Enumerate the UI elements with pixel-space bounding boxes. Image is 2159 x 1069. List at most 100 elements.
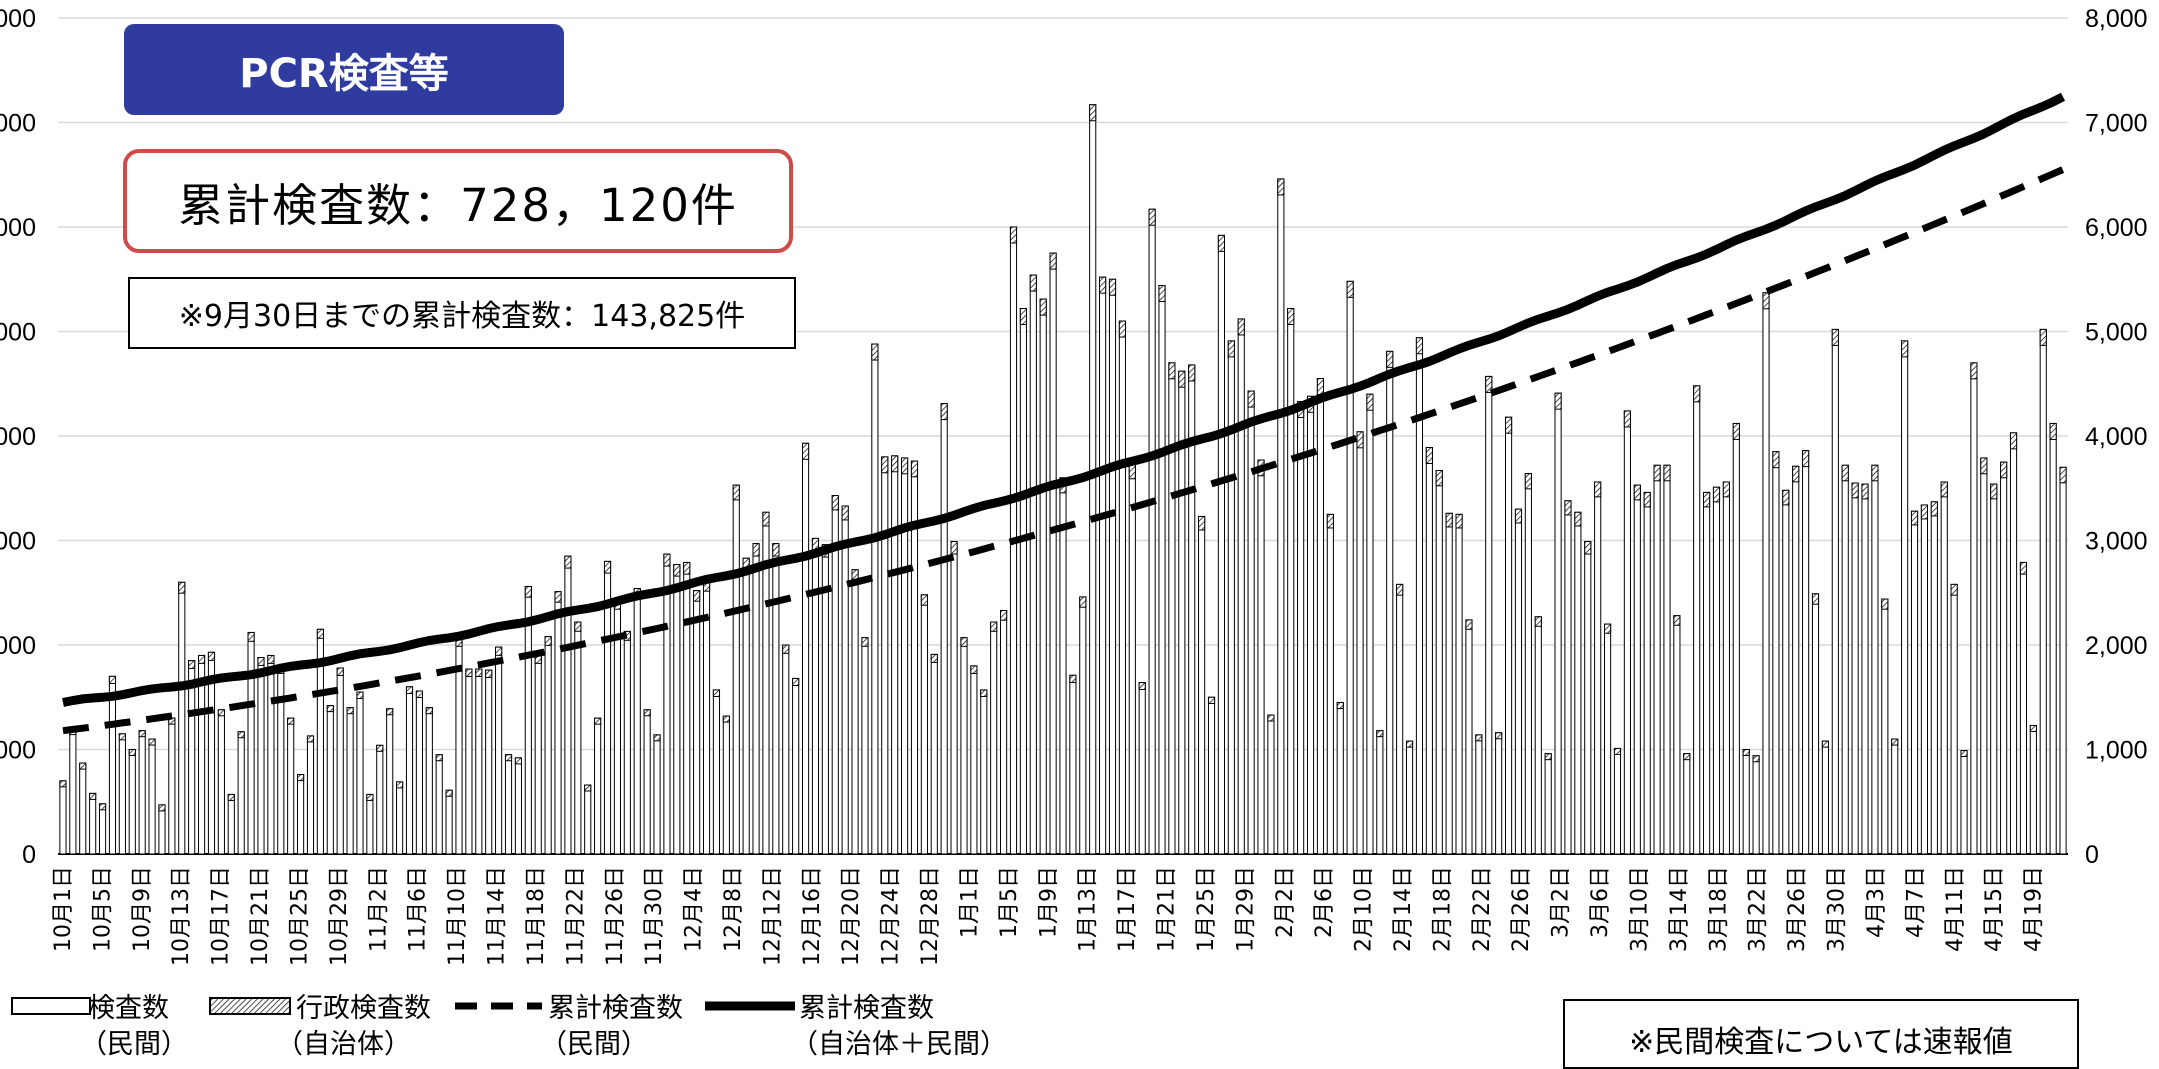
bar-private	[732, 484, 740, 855]
bar-private	[405, 686, 414, 855]
bar-private	[1138, 682, 1146, 855]
bar-private	[1772, 451, 1780, 855]
bar-admin-hatched	[1356, 431, 1364, 449]
bar-admin-hatched	[1920, 504, 1928, 520]
bar-private	[504, 754, 513, 855]
bar-admin-hatched	[792, 677, 800, 686]
bar-admin-hatched	[128, 749, 136, 756]
bar-private	[1861, 483, 1869, 855]
x-tick-label: 4月7日	[1903, 866, 1928, 938]
x-tick-label: 10月21日	[248, 866, 273, 966]
bar-private	[2049, 422, 2057, 855]
x-tick-label: 11月6日	[406, 866, 431, 952]
x-tick-label: 12月20日	[839, 866, 864, 966]
bar-admin-hatched	[1009, 226, 1018, 244]
bar-admin-hatched	[148, 738, 156, 746]
bar-private	[1693, 385, 1701, 855]
x-tick-label: 10月13日	[169, 866, 194, 966]
bar-admin-hatched	[1613, 747, 1622, 755]
bar-admin-hatched	[1247, 390, 1255, 408]
bar-admin-hatched	[1435, 469, 1443, 487]
bar-private	[1336, 701, 1344, 855]
bar-admin-hatched	[336, 667, 344, 676]
bar-private	[920, 594, 928, 855]
bar-private	[1564, 500, 1572, 855]
bar-private	[217, 709, 225, 855]
x-tick-label: 10月29日	[327, 866, 352, 966]
bar-admin-hatched	[801, 442, 810, 460]
bar-admin-hatched	[1861, 483, 1869, 500]
bar-private	[1604, 623, 1612, 855]
bar-private	[1613, 747, 1622, 855]
bar-admin-hatched	[940, 403, 948, 421]
bar-private	[801, 442, 810, 855]
bar-private	[1504, 416, 1513, 855]
bar-private	[1118, 320, 1126, 855]
bar-private	[465, 668, 473, 855]
bar-private	[1970, 362, 1978, 855]
bar-private	[1881, 598, 1889, 855]
bar-private	[1574, 511, 1582, 855]
bar-private	[1425, 446, 1433, 855]
bar-admin-hatched	[1188, 364, 1196, 382]
bar-private	[1148, 208, 1156, 855]
bar-private	[2059, 466, 2067, 855]
bar-admin-hatched	[207, 651, 216, 661]
bar-admin-hatched	[1465, 619, 1473, 630]
cumulative-total-line	[62, 92, 2066, 707]
bar-admin-hatched	[643, 709, 651, 717]
bar-admin-hatched	[1277, 178, 1285, 196]
bar-private	[227, 793, 235, 855]
bar-private	[1831, 328, 1839, 855]
x-tick-label: 1月29日	[1233, 866, 1258, 952]
bar-admin-hatched	[1415, 337, 1424, 355]
bar-admin-hatched	[1901, 340, 1909, 358]
x-tick-label: 4月15日	[1982, 866, 2007, 952]
bar-private	[1247, 390, 1255, 855]
bar-private	[1940, 481, 1948, 855]
bar-admin-hatched	[574, 621, 582, 632]
legend-swatch-admin	[209, 997, 291, 1015]
bar-private	[1980, 457, 1988, 855]
bar-admin-hatched	[1712, 486, 1721, 503]
bar-admin-hatched	[2029, 724, 2037, 732]
bar-admin-hatched	[732, 484, 740, 501]
bar-private	[663, 553, 671, 855]
cumulative-lines	[62, 92, 2066, 735]
bar-admin-hatched	[445, 789, 453, 797]
bar-private	[1237, 318, 1245, 855]
bar-private	[108, 675, 117, 855]
x-tick-label: 10月5日	[90, 866, 115, 952]
bar-private	[910, 460, 919, 855]
bar-admin-hatched	[1584, 541, 1592, 555]
bar-admin-hatched	[1811, 593, 1820, 605]
cumulative-total-box: 累計検査数：728，120件	[123, 149, 793, 253]
y-tick-right: 2,000	[2085, 632, 2148, 660]
bar-private	[1267, 714, 1275, 855]
bar-admin-hatched	[1396, 583, 1404, 596]
bar-admin-hatched	[1623, 410, 1631, 428]
legend-sublabel: （自治体＋民間）	[791, 1029, 1007, 1060]
bar-private	[1217, 234, 1225, 855]
bar-private	[1554, 392, 1562, 855]
bar-admin-hatched	[1148, 208, 1156, 226]
x-tick-label: 2月18日	[1430, 866, 1455, 952]
bar-private	[554, 591, 562, 855]
bar-private	[1782, 489, 1790, 855]
bar-private	[1326, 513, 1334, 855]
bar-private	[1950, 583, 1958, 855]
bar-private	[1722, 481, 1730, 855]
bar-admin-hatched	[425, 707, 433, 715]
legend-sublabel: （民間）	[540, 1029, 648, 1060]
y-tick-left: 000	[0, 528, 36, 556]
y-tick-right: 8,000	[2085, 5, 2148, 33]
x-tick-label: 12月4日	[682, 866, 707, 952]
bar-admin-hatched	[831, 495, 839, 511]
bar-private	[1039, 298, 1047, 855]
bar-private	[158, 804, 166, 855]
bar-admin-hatched	[1693, 385, 1701, 403]
bar-admin-hatched	[1534, 616, 1542, 627]
bar-private	[306, 735, 315, 855]
x-tick-label: 3月18日	[1706, 866, 1731, 952]
bar-private	[1405, 740, 1414, 855]
